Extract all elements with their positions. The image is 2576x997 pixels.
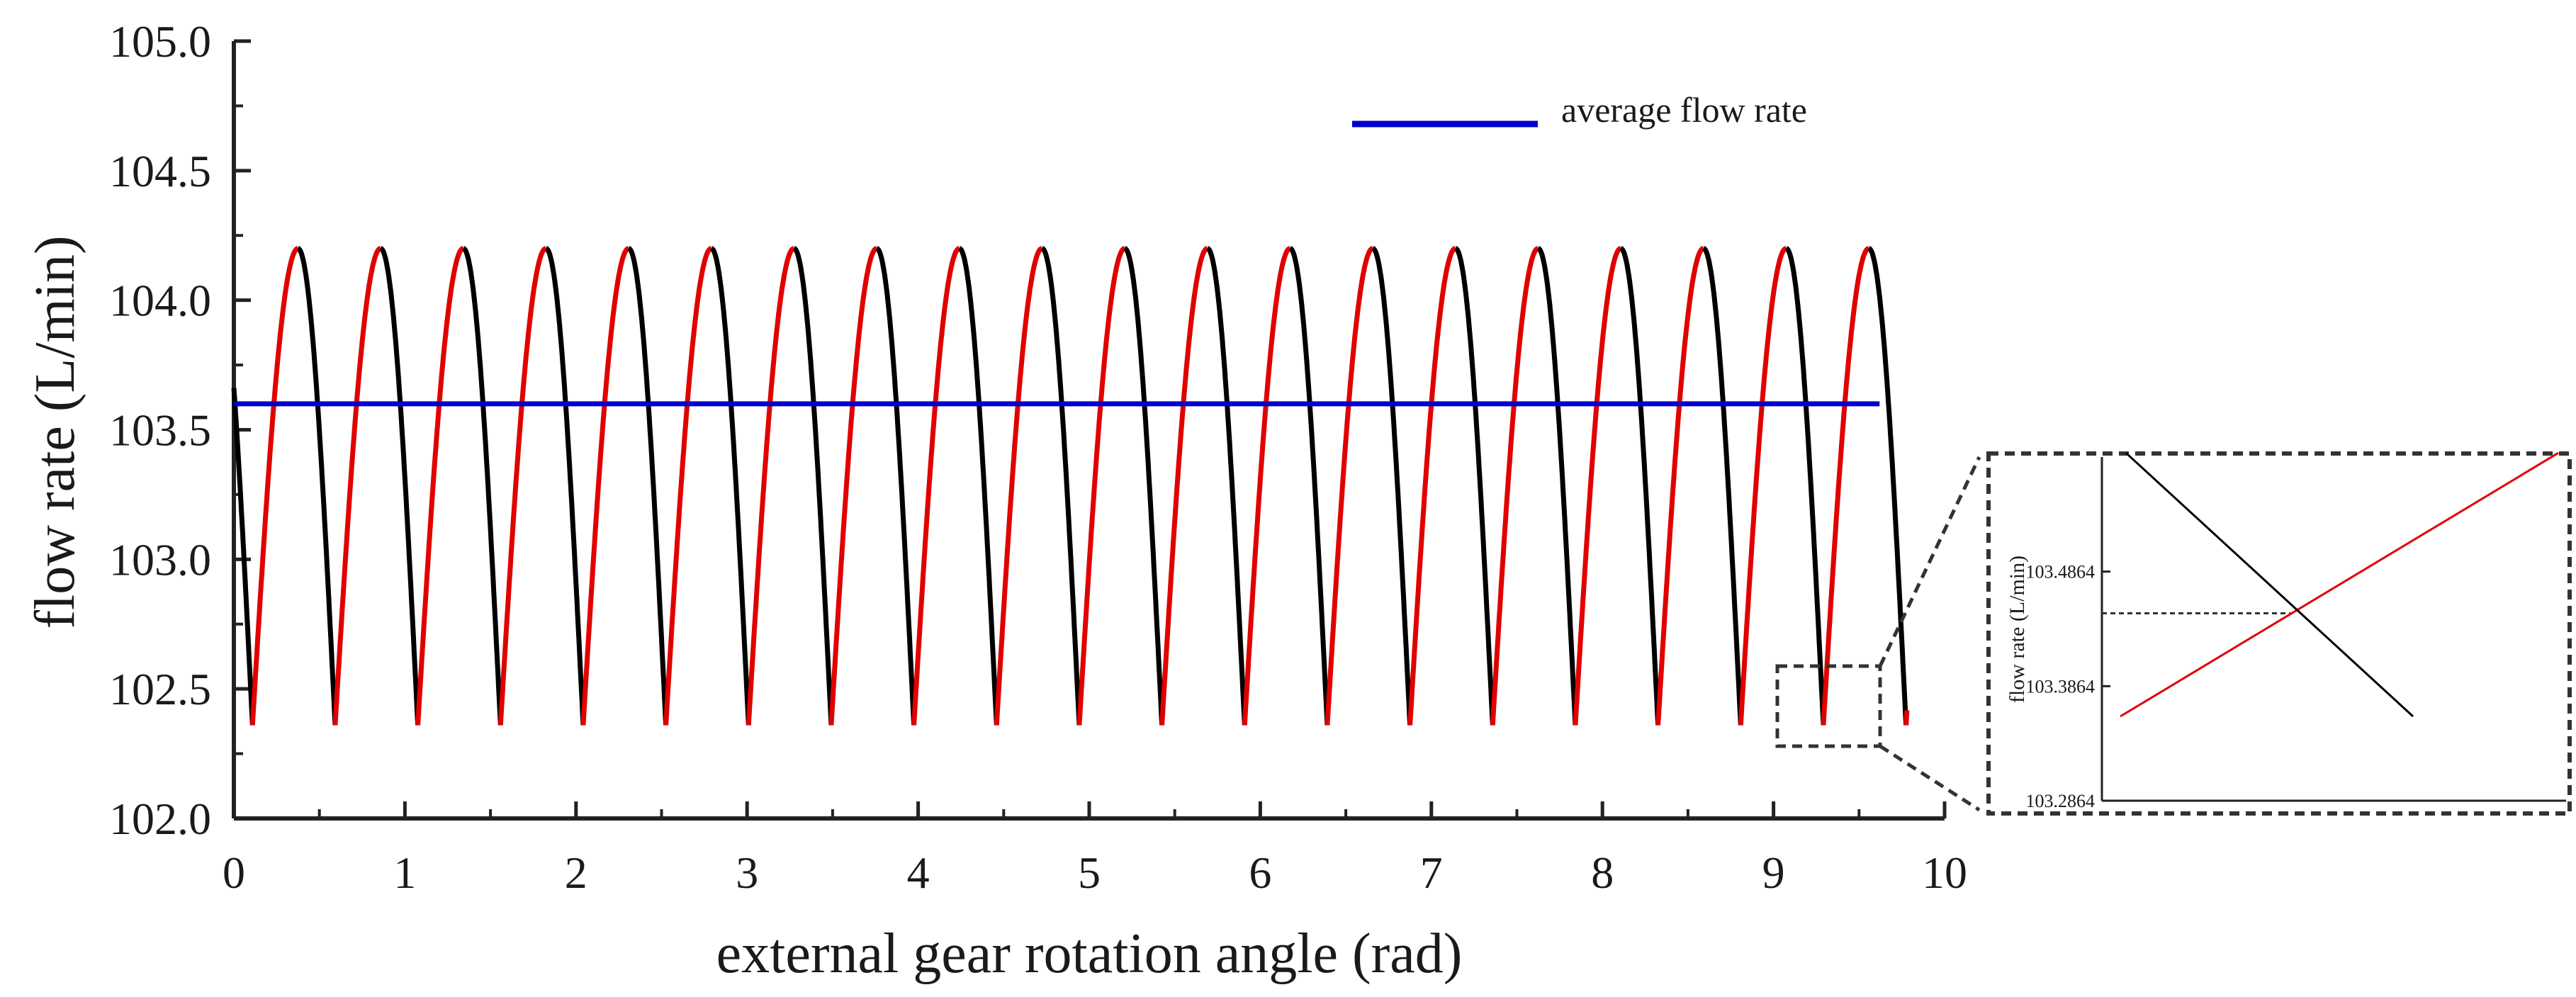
falling-segment (709, 246, 751, 726)
rising-segment (994, 246, 1044, 726)
x-tick-label: 9 (1762, 847, 1785, 898)
falling-segment (378, 246, 421, 726)
rising-segment (1159, 246, 1210, 726)
falling-segment (1205, 246, 1247, 726)
rising-segment (1573, 246, 1623, 726)
falling-segment (1123, 246, 1165, 726)
pulsation-curves (231, 246, 1910, 728)
x-tick-label: 6 (1249, 847, 1271, 898)
zoom-inset: 103.2864 103.3864 103.4864 flow rate (L/mi… (1986, 451, 2572, 816)
falling-segment (1288, 246, 1330, 726)
y-tick-label: 102.5 (109, 664, 211, 714)
rising-segment (746, 246, 796, 726)
x-tick-label: 2 (565, 847, 587, 898)
x-axis-title: external gear rotation angle (rad) (716, 923, 1463, 985)
rising-segment (580, 246, 631, 726)
rising-segment (1655, 246, 1706, 726)
falling-segment (1453, 246, 1495, 726)
falling-segment (461, 246, 503, 726)
rising-segment (497, 246, 548, 726)
zoom-indicator (1775, 456, 1981, 812)
falling-segment (544, 246, 586, 726)
zoom-connector-top (1878, 456, 1981, 668)
rising-segment (415, 246, 466, 726)
zoom-connector-bottom (1879, 744, 1981, 812)
x-tick-label: 7 (1420, 847, 1443, 898)
falling-segment (626, 246, 669, 726)
x-axis-ticks: 0 1 2 3 4 5 6 7 8 9 10 (223, 801, 1967, 898)
rising-segment (332, 246, 383, 726)
x-tick-label: 5 (1078, 847, 1101, 898)
falling-segment (1702, 246, 1743, 726)
rising-segment (1324, 246, 1375, 726)
rising-segment (249, 246, 300, 726)
falling-segment (1040, 246, 1082, 726)
inset-y-tick-label: 103.4864 (2026, 562, 2096, 582)
inset-y-ticks: 103.2864 103.3864 103.4864 (2026, 562, 2110, 811)
y-tick-label: 102.0 (109, 794, 211, 844)
inset-y-tick-label: 103.3864 (2026, 676, 2096, 697)
falling-segment (296, 246, 338, 726)
x-tick-label: 0 (223, 847, 245, 898)
x-tick-label: 4 (907, 847, 930, 898)
falling-segment (1536, 246, 1578, 726)
rising-segment (1490, 246, 1540, 726)
falling-segment (231, 388, 255, 726)
rising-segment (1821, 246, 1871, 726)
y-tick-label: 104.5 (109, 146, 211, 196)
falling-segment (874, 246, 917, 726)
rising-segment (663, 246, 714, 726)
y-tick-label: 103.5 (109, 405, 211, 456)
rising-segment (1903, 708, 1910, 728)
falling-segment (1867, 246, 1909, 726)
inset-frame (1986, 451, 2572, 816)
y-axis-ticks: 102.0 102.5 103.0 103.5 104.0 104.5 105.0 (109, 16, 251, 844)
rising-segment (828, 246, 879, 726)
x-tick-label: 10 (1922, 847, 1967, 898)
legend-label-average: average flow rate (1561, 90, 1807, 130)
inset-falling-line (2125, 452, 2414, 718)
inset-y-axis-title: flow rate (L/min) (2006, 556, 2029, 703)
y-axis-title: flow rate (L/min) (24, 235, 86, 629)
rising-segment (1076, 246, 1127, 726)
inset-y-tick-label: 103.2864 (2026, 791, 2096, 811)
zoom-region-box (1775, 664, 1882, 748)
falling-segment (1619, 246, 1661, 726)
inset-rising-line (2120, 451, 2559, 718)
falling-segment (1784, 246, 1826, 726)
x-tick-label: 3 (736, 847, 758, 898)
x-tick-label: 8 (1591, 847, 1614, 898)
rising-segment (1242, 246, 1292, 726)
falling-segment (1371, 246, 1413, 726)
legend: average flow rate (1352, 90, 1807, 130)
y-tick-label: 104.0 (109, 276, 211, 326)
rising-segment (911, 246, 962, 726)
falling-segment (792, 246, 834, 726)
main-axes (232, 41, 1945, 821)
falling-segment (957, 246, 999, 726)
y-tick-label: 105.0 (109, 16, 211, 67)
y-tick-label: 103.0 (109, 534, 211, 585)
x-tick-label: 1 (393, 847, 416, 898)
rising-segment (1407, 246, 1458, 726)
rising-segment (1738, 246, 1788, 726)
